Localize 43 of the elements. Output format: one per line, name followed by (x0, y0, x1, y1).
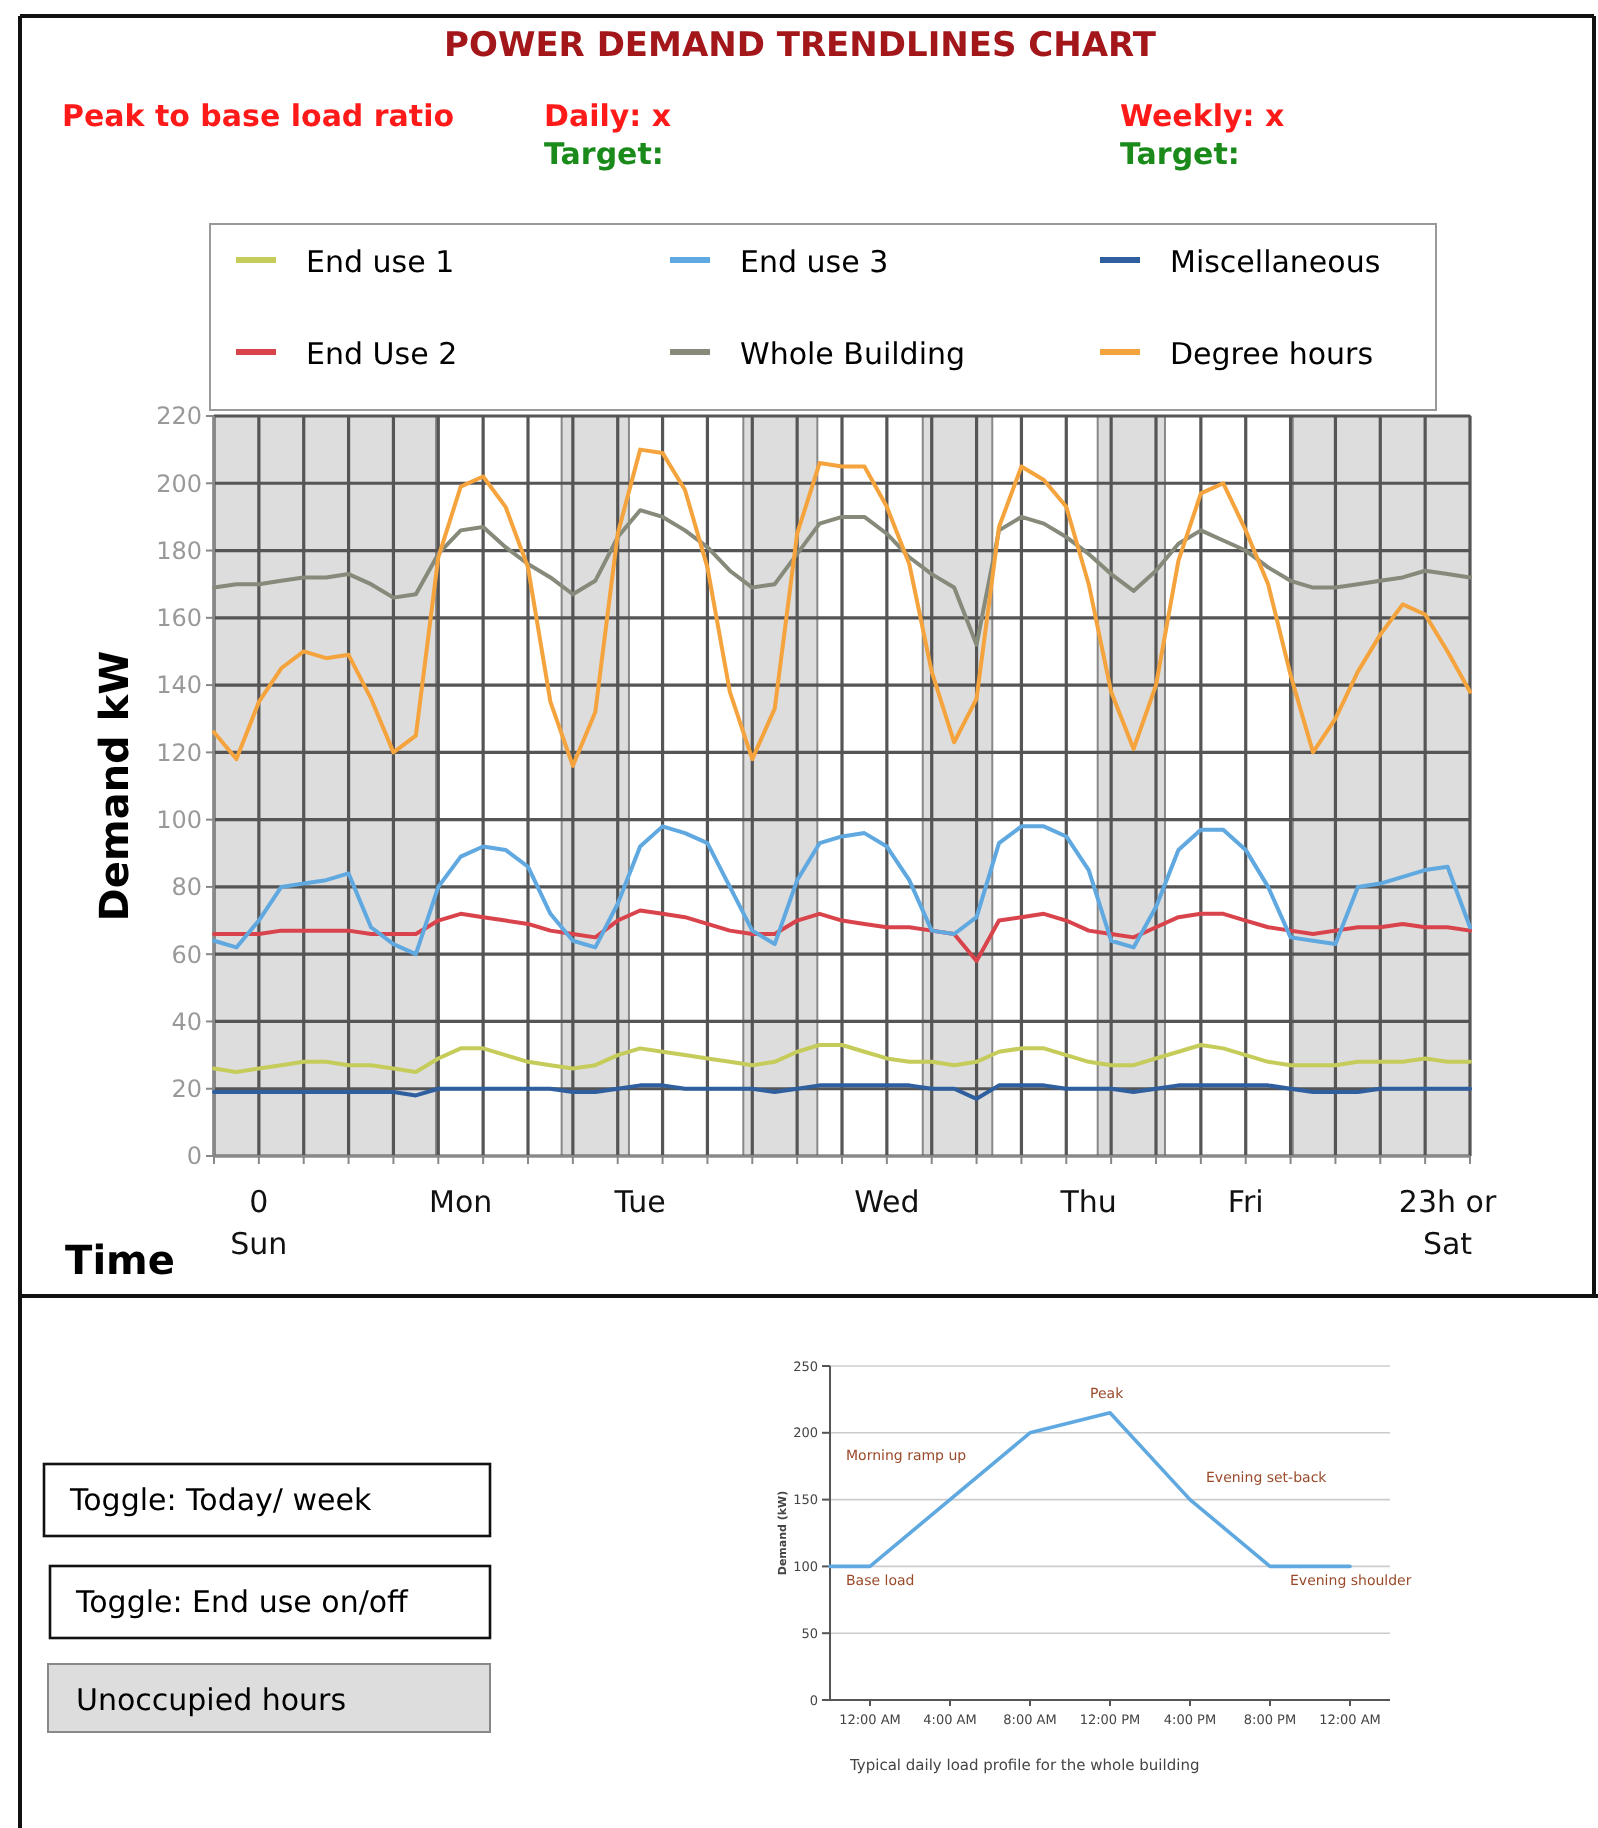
y-tick-label: 40 (171, 1007, 202, 1036)
y-tick-label: 120 (156, 738, 202, 767)
legend-label: Whole Building (740, 336, 966, 372)
legend-label: Degree hours (1170, 336, 1374, 372)
x-tick-label: 23h or Sat (1398, 1184, 1498, 1262)
line-series (828, 1410, 1352, 1569)
x-axis-title: Time (65, 1236, 175, 1284)
text: Unoccupied hours (76, 1682, 347, 1718)
line-series (212, 508, 1472, 647)
text: Toggle: End use on/off (74, 1584, 410, 1620)
y-tick-label: 200 (156, 469, 202, 498)
line-series (212, 1043, 1472, 1074)
text: Target: (1120, 136, 1240, 172)
x-tick-label: Tue (612, 1184, 666, 1220)
y-tick-label: 0 (186, 1142, 202, 1171)
y-tick-label: 20 (171, 1075, 202, 1104)
legend-label: End Use 2 (306, 336, 458, 372)
y-axis-title: Demand kW (90, 650, 138, 922)
text: Weekly: x (1120, 98, 1285, 134)
y-tick-label: 180 (156, 536, 202, 565)
text: Daily: x (544, 98, 672, 134)
x-tick-label: 0 Sun (230, 1184, 288, 1262)
chart-title: POWER DEMAND TRENDLINES CHART (444, 26, 1157, 66)
line-series (212, 447, 1472, 768)
line-series (212, 824, 1472, 957)
x-tick-label: Fri (1227, 1184, 1264, 1220)
y-tick-label: 160 (156, 604, 202, 633)
x-tick-label: Mon (429, 1184, 493, 1220)
line-series (212, 908, 1472, 963)
y-tick-label: 60 (171, 940, 202, 969)
y-tick-label: 80 (171, 873, 202, 902)
line-series (212, 1083, 1472, 1101)
text: Toggle: Today/ week (68, 1482, 372, 1518)
y-tick-label: 100 (156, 806, 202, 835)
x-tick-label: Thu (1058, 1184, 1117, 1220)
legend-label: End use 3 (740, 244, 889, 280)
text: Target: (544, 136, 664, 172)
x-tick-label: Wed (854, 1184, 920, 1220)
text: Peak to base load ratio (62, 98, 455, 134)
y-tick-label: 220 (156, 402, 202, 431)
y-tick-label: 140 (156, 671, 202, 700)
legend-label: Miscellaneous (1170, 244, 1381, 280)
legend-label: End use 1 (306, 244, 455, 280)
